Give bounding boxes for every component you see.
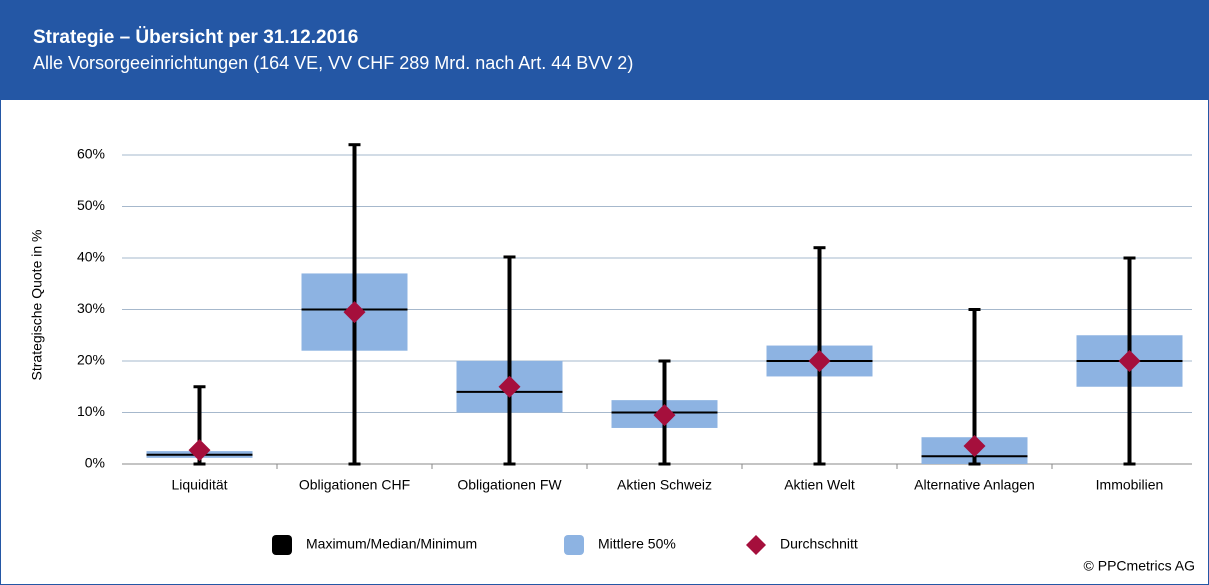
header — [0, 0, 1209, 100]
y-tick-label: 40% — [77, 249, 105, 265]
y-axis-label: Strategische Quote in % — [29, 230, 45, 381]
x-tick-label: Liquidität — [171, 477, 227, 493]
x-tick-label: Immobilien — [1096, 477, 1164, 493]
legend-label: Mittlere 50% — [598, 536, 676, 552]
x-tick-label: Obligationen CHF — [299, 477, 410, 493]
legend-swatch — [746, 535, 766, 555]
y-tick-label: 50% — [77, 197, 105, 213]
y-tick-label: 20% — [77, 352, 105, 368]
x-tick-label: Obligationen FW — [457, 477, 562, 493]
y-tick-label: 0% — [85, 455, 105, 471]
x-tick-label: Aktien Welt — [784, 477, 855, 493]
chart-subtitle: Alle Vorsorgeeinrichtungen (164 VE, VV C… — [33, 53, 633, 73]
mean-marker — [653, 404, 676, 427]
mean-marker — [808, 350, 831, 372]
mean-marker — [498, 375, 521, 398]
legend-swatch — [564, 535, 584, 555]
mean-marker — [343, 301, 366, 324]
mean-marker — [1118, 350, 1141, 372]
mean-marker — [963, 434, 986, 457]
x-tick-label: Aktien Schweiz — [617, 477, 712, 493]
x-tick-label: Alternative Anlagen — [914, 477, 1035, 493]
copyright: © PPCmetrics AG — [1084, 558, 1195, 574]
legend-label: Maximum/Median/Minimum — [306, 536, 477, 552]
mean-marker — [188, 439, 211, 462]
legend-swatch — [272, 535, 292, 555]
legend-label: Durchschnitt — [780, 536, 858, 552]
y-tick-label: 30% — [77, 300, 105, 316]
y-tick-label: 60% — [77, 146, 105, 162]
y-tick-label: 10% — [77, 403, 105, 419]
chart-title: Strategie – Übersicht per 31.12.2016 — [33, 27, 358, 48]
